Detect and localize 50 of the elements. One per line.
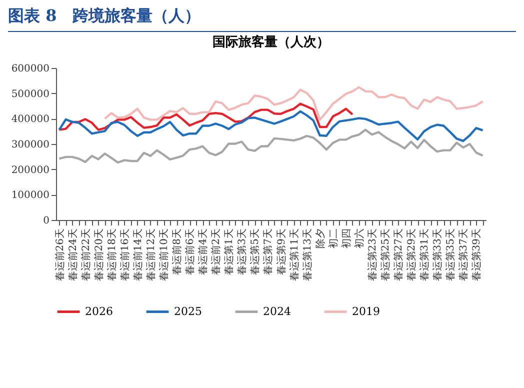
x-tick-label: 春运第7天 [262, 228, 274, 275]
x-tick-label: 春运前14天 [132, 228, 144, 282]
x-tick-label: 春运前24天 [66, 228, 79, 282]
chart-subtitle: 国际旅客量（人次） [212, 34, 330, 50]
line-series [58, 110, 484, 142]
x-tick-label: 春运第1天 [223, 228, 236, 275]
y-tick-label: 300000 [11, 140, 50, 150]
x-tick-label: 春运前10天 [158, 228, 170, 282]
line-series [104, 86, 484, 121]
x-tick-label: 初二 [327, 228, 340, 248]
x-tick-label: 春运前26天 [54, 228, 66, 282]
line-series [58, 102, 354, 131]
y-tick-label: 200000 [11, 164, 50, 176]
x-tick-label: 春运第39天 [470, 228, 483, 282]
x-tick-label: 春运第27天 [392, 228, 405, 282]
x-tick-label: 春运前6天 [184, 228, 196, 275]
x-tick-label: 春运第31天 [418, 228, 431, 282]
legend-label: 2024 [263, 304, 291, 318]
y-tick-label: 0 [43, 216, 50, 226]
y-tick-label: 400000 [11, 114, 50, 126]
x-tick-label: 初六 [353, 228, 366, 248]
x-tick-label: 除夕 [314, 228, 326, 248]
x-tick-label: 春运第37天 [458, 228, 470, 282]
x-tick-label: 春运前22天 [80, 228, 92, 282]
chart-title: 图表 8 跨境旅客量（人） [8, 6, 516, 32]
x-tick-label: 春运第5天 [249, 228, 262, 275]
line-series [58, 128, 484, 164]
x-tick-label: 春运第11天 [288, 228, 300, 282]
x-tick-label: 春运前8天 [171, 228, 184, 275]
x-tick-label: 春运前16天 [118, 228, 131, 282]
x-tick-label: 初四 [340, 228, 352, 248]
x-tick-label: 春运第33天 [432, 228, 444, 282]
x-tick-label: 春运第35天 [444, 228, 457, 282]
y-tick-label: 600000 [11, 64, 50, 74]
legend-label: 2019 [352, 304, 380, 318]
x-tick-label: 春运第25天 [380, 228, 392, 282]
x-tick-label: 春运第13天 [301, 228, 314, 282]
x-tick-label: 春运前2天 [210, 228, 222, 275]
x-tick-label: 春运前20天 [92, 228, 105, 282]
x-tick-label: 春运第29天 [406, 228, 418, 282]
legend-label: 2025 [174, 304, 202, 318]
x-tick-label: 春运前18天 [106, 228, 118, 282]
y-tick-label: 500000 [11, 88, 50, 100]
legend-label: 2026 [85, 304, 113, 318]
y-tick-label: 100000 [11, 190, 50, 202]
x-tick-label: 春运前4天 [197, 228, 210, 275]
x-tick-label: 春运第3天 [236, 228, 248, 275]
x-tick-label: 春运第23天 [366, 228, 378, 282]
x-tick-label: 春运前12天 [144, 228, 157, 282]
x-tick-label: 春运第9天 [275, 228, 288, 275]
